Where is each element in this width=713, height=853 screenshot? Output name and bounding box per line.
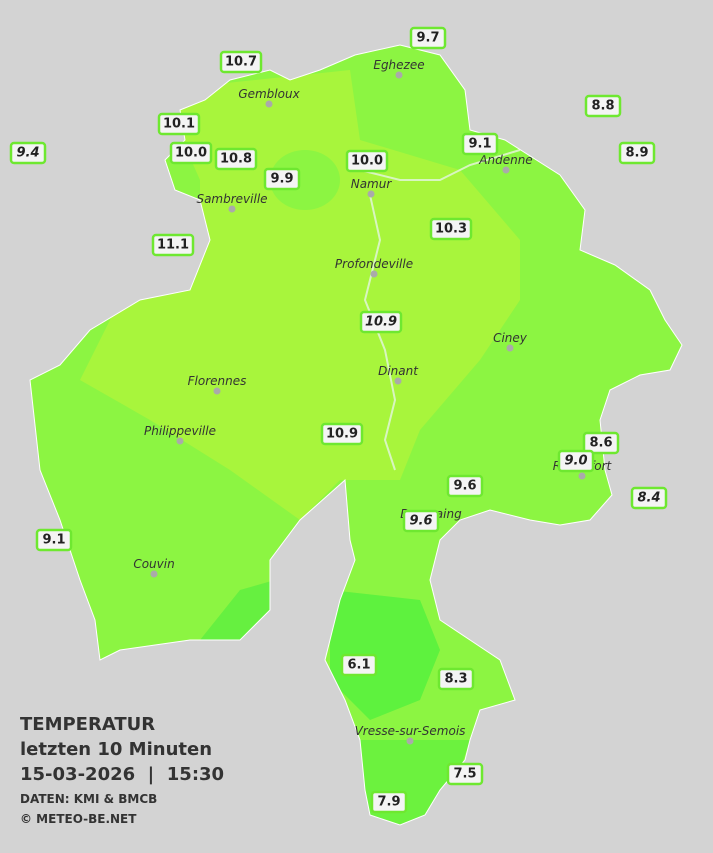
- city-label: Gembloux: [238, 87, 300, 101]
- city-dot: [394, 377, 402, 385]
- copyright: © METEO-BE.NET: [20, 812, 137, 826]
- station-value: 9.1: [42, 533, 65, 548]
- cities: Eghezee Gembloux Andenne Namur Sambreville Pr…: [133, 58, 613, 745]
- station-value: 8.8: [591, 99, 614, 114]
- source: DATEN: KMI & BMCB: [20, 792, 157, 806]
- station-value: 9.7: [416, 31, 439, 46]
- station-box: [157, 112, 201, 136]
- station-value: 6.1: [347, 658, 370, 673]
- station-box: [340, 653, 378, 677]
- city-label: Profondeville: [335, 257, 413, 271]
- station-value: 9.0: [564, 454, 587, 469]
- city-label: Couvin: [133, 557, 174, 571]
- city-dot: [176, 437, 184, 445]
- station-box: [584, 94, 622, 118]
- stations: 10.7 9.7 8.8 10.1 9.1 9.4 10.0 10.8 10.0 8.9 9.9 10…: [9, 26, 668, 814]
- city-dot: [150, 570, 158, 578]
- station-value: 7.5: [453, 767, 476, 782]
- station-box: [446, 474, 484, 498]
- city-label: Ciney: [493, 331, 528, 345]
- station-value: 7.9: [377, 795, 400, 810]
- city-dot: [406, 737, 414, 745]
- station-box: [345, 149, 389, 173]
- station-box: [557, 449, 595, 473]
- subtitle: letzten 10 Minuten: [20, 739, 212, 760]
- station-value: 9.6: [409, 514, 432, 529]
- station-box: [461, 132, 499, 156]
- city-dot: [395, 71, 403, 79]
- station-value: 10.9: [326, 427, 358, 442]
- city-dot: [213, 387, 221, 395]
- station-box: [9, 141, 47, 165]
- city-label: Andenne: [478, 153, 532, 167]
- station-value: 10.0: [351, 154, 383, 169]
- timestamp: 15-03-2026 | 15:30: [20, 764, 224, 785]
- city-label: Vresse-sur-Semois: [355, 724, 466, 738]
- station-box: [320, 422, 364, 446]
- station-box: [219, 50, 263, 74]
- city-label: Namur: [351, 177, 393, 191]
- station-box: [618, 141, 656, 165]
- station-box: [446, 762, 484, 786]
- city-label: Eghezee: [373, 58, 424, 72]
- station-box: [214, 147, 258, 171]
- station-box: [263, 167, 301, 191]
- station-value: 10.9: [365, 315, 397, 330]
- station-value: 9.4: [16, 146, 39, 161]
- station-value: 9.9: [270, 172, 293, 187]
- station-value: 8.4: [637, 491, 660, 506]
- station-box: [429, 217, 473, 241]
- station-value: 8.6: [589, 436, 612, 451]
- station-box: [437, 667, 475, 691]
- station-box: [630, 486, 668, 510]
- station-box: [370, 790, 408, 814]
- station-box: [409, 26, 447, 50]
- station-box: [359, 310, 403, 334]
- city-label: Philippeville: [144, 424, 216, 438]
- station-value: 10.0: [175, 146, 207, 161]
- city-dot: [370, 270, 378, 278]
- station-value: 8.9: [625, 146, 648, 161]
- city-label: Florennes: [188, 374, 247, 388]
- station-box: [169, 141, 213, 165]
- station-box: [402, 509, 440, 533]
- station-box: [151, 233, 195, 257]
- city-dot: [502, 166, 510, 174]
- city-dot: [265, 100, 273, 108]
- station-value: 9.1: [468, 137, 491, 152]
- station-box: [582, 431, 620, 455]
- station-value: 8.3: [444, 672, 467, 687]
- station-value: 11.1: [157, 238, 189, 253]
- station-value: 10.3: [435, 222, 467, 237]
- city-dot: [506, 344, 514, 352]
- city-dot: [578, 472, 586, 480]
- station-value: 10.1: [163, 117, 195, 132]
- city-label: Sambreville: [196, 192, 267, 206]
- city-dot: [367, 190, 375, 198]
- station-value: 9.6: [453, 479, 476, 494]
- city-label: Dinant: [378, 364, 419, 378]
- station-value: 10.7: [225, 55, 257, 70]
- title: TEMPERATUR: [20, 714, 155, 735]
- city-dot: [228, 205, 236, 213]
- station-box: [35, 528, 73, 552]
- station-value: 10.8: [220, 152, 252, 167]
